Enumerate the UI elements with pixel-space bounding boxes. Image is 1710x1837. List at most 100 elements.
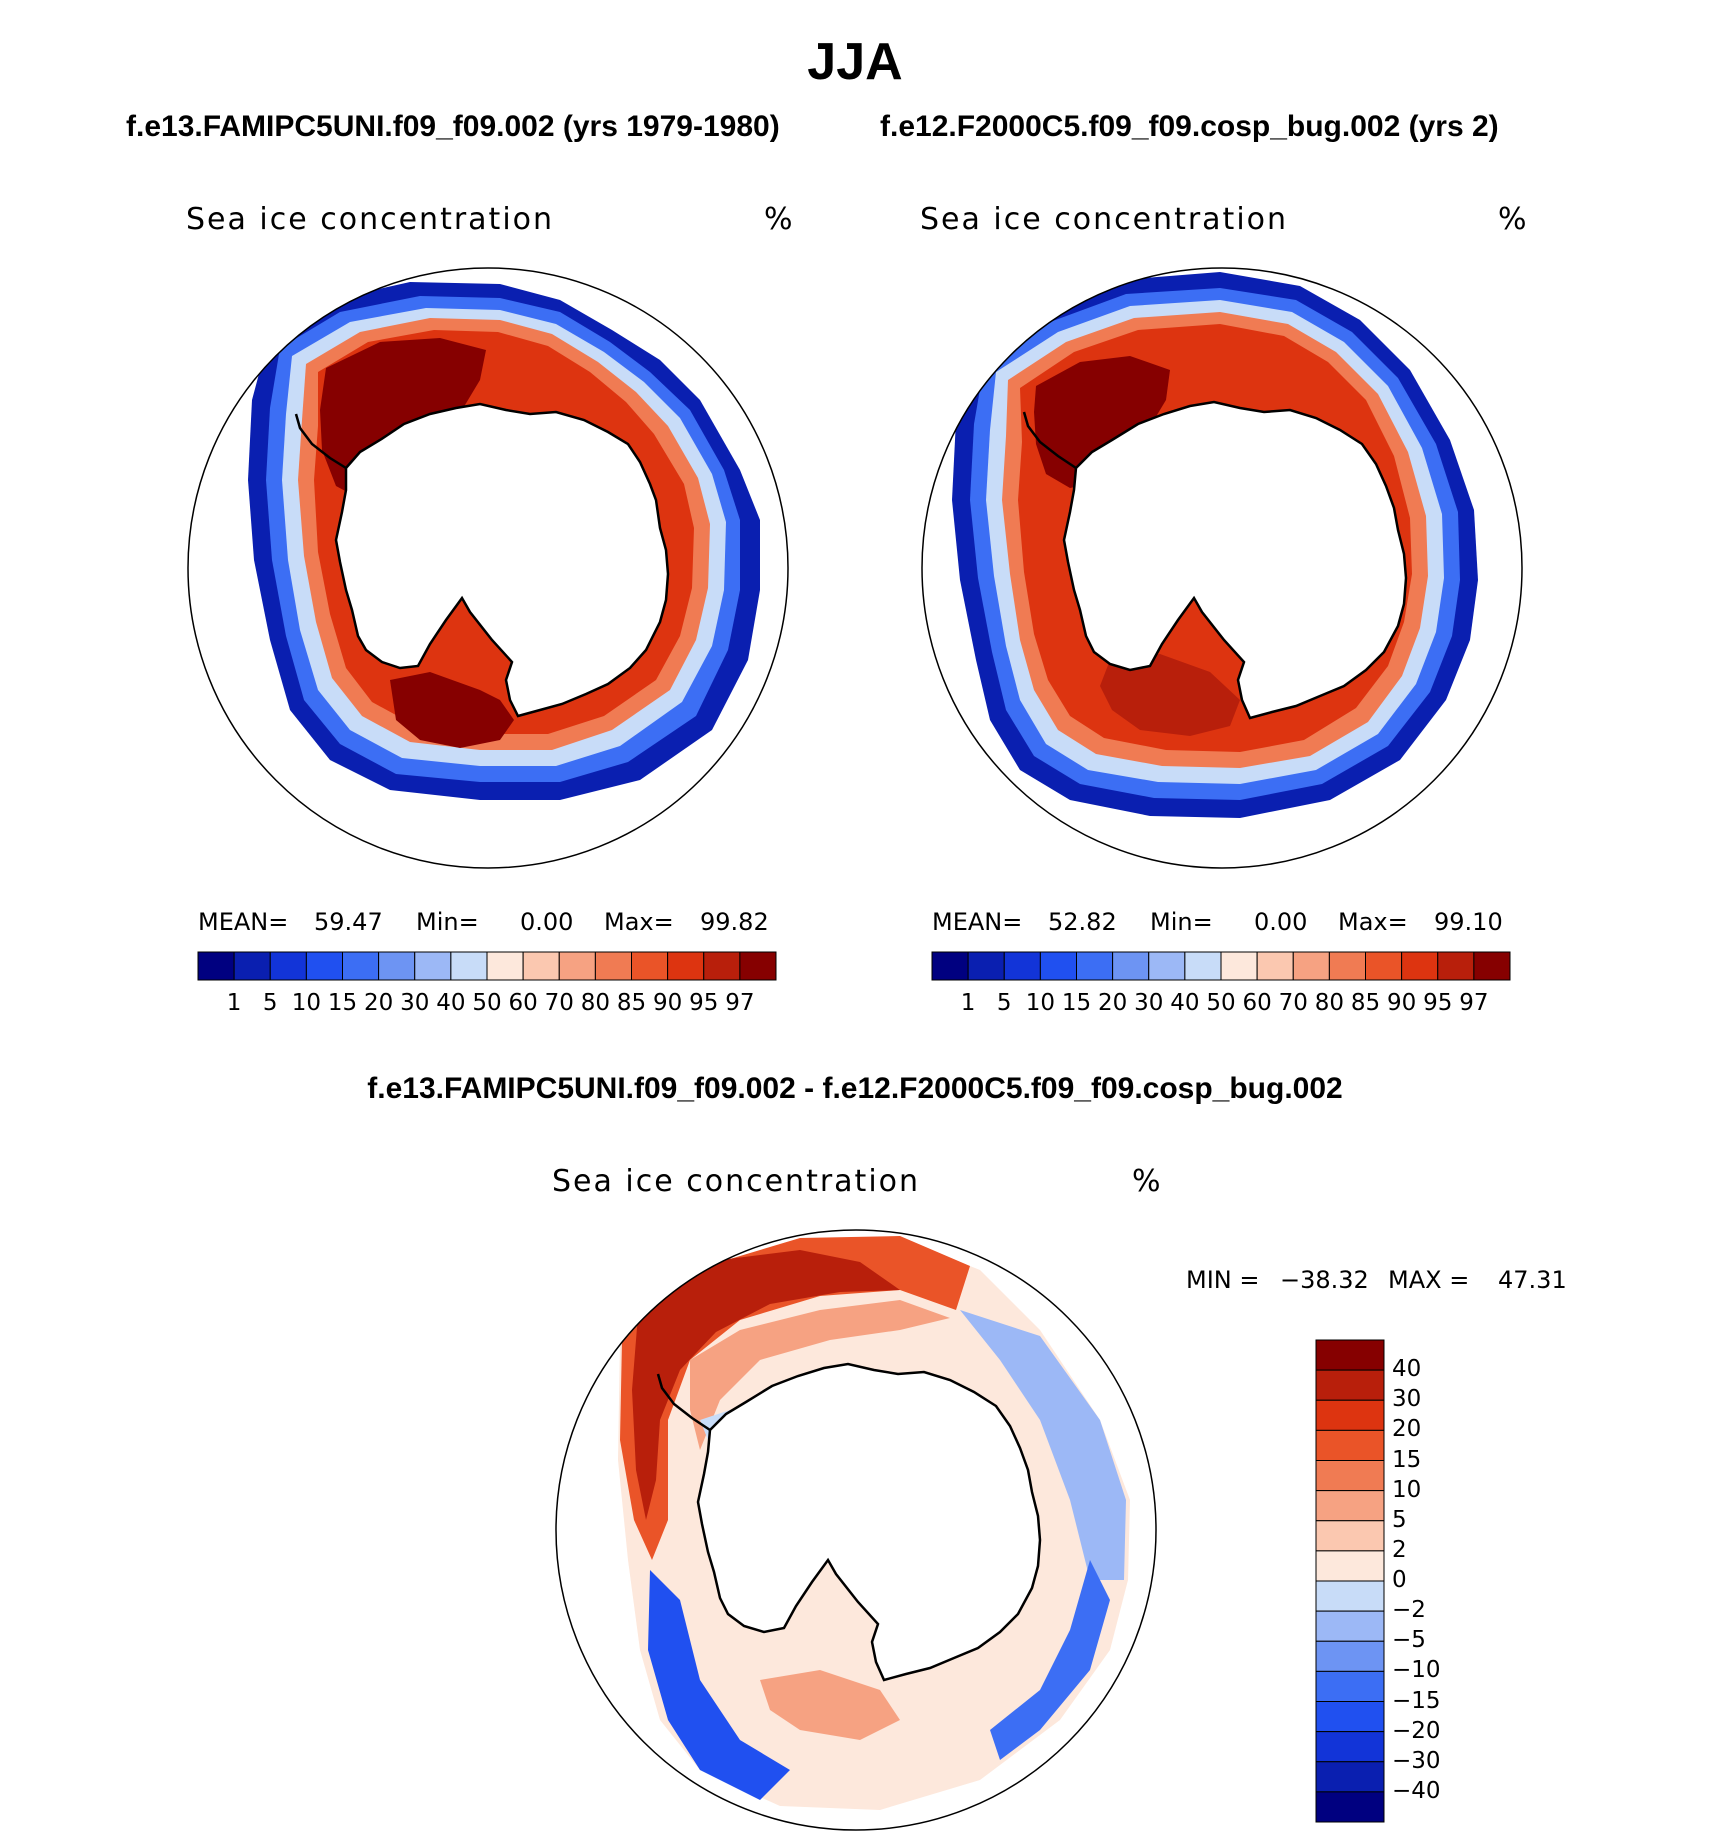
right-colorbar-tick-label: 85 bbox=[1350, 990, 1381, 1016]
diff-colorbar-swatch bbox=[1315, 1550, 1385, 1582]
left-colorbar-swatch bbox=[703, 951, 741, 981]
left-mean-label: MEAN= bbox=[198, 908, 289, 936]
right-colorbar-swatch bbox=[1112, 951, 1150, 981]
right-case-title: f.e12.F2000C5.f09_f09.cosp_bug.002 (yrs … bbox=[880, 110, 1499, 143]
right-colorbar-swatch bbox=[931, 951, 969, 981]
right-min-value: 0.00 bbox=[1254, 908, 1308, 936]
right-colorbar-swatch bbox=[1473, 951, 1511, 981]
left-ice-core-ross bbox=[390, 672, 514, 748]
right-colorbar-swatch bbox=[1365, 951, 1403, 981]
left-colorbar-tick-label: 50 bbox=[472, 990, 502, 1016]
left-colorbar-tick-label: 70 bbox=[544, 990, 574, 1016]
diff-colorbar-swatch bbox=[1315, 1580, 1385, 1612]
left-colorbar-swatch bbox=[342, 951, 380, 981]
left-colorbar-tick-label: 20 bbox=[363, 990, 394, 1016]
difference-title: f.e13.FAMIPC5UNI.f09_f09.002 - f.e12.F20… bbox=[367, 1072, 1343, 1105]
diff-colorbar-swatch bbox=[1315, 1399, 1385, 1431]
diff-colorbar-swatch bbox=[1315, 1731, 1385, 1763]
left-max-label: Max= bbox=[604, 908, 674, 936]
diff-colorbar-swatch bbox=[1315, 1369, 1385, 1401]
diff-colorbar-swatch bbox=[1315, 1460, 1385, 1492]
right-colorbar-swatch bbox=[1003, 951, 1041, 981]
left-polar-map bbox=[188, 268, 788, 868]
left-colorbar-swatch bbox=[631, 951, 669, 981]
right-colorbar-tick-label: 80 bbox=[1314, 990, 1345, 1016]
diff-colorbar-tick-label: 0 bbox=[1392, 1567, 1407, 1593]
diff-colorbar-swatch bbox=[1315, 1610, 1385, 1642]
right-colorbar-tick-label: 1 bbox=[960, 990, 976, 1016]
diff-max-label: MAX = bbox=[1388, 1266, 1470, 1294]
right-variable-label: Sea ice concentration bbox=[920, 202, 1289, 237]
left-colorbar-swatch bbox=[594, 951, 632, 981]
right-colorbar-swatch bbox=[1328, 951, 1366, 981]
diff-blue-east bbox=[960, 1310, 1126, 1580]
left-colorbar-tick-label: 15 bbox=[327, 990, 358, 1016]
right-colorbar-swatch bbox=[1076, 951, 1114, 981]
diff-colorbar-swatch bbox=[1315, 1701, 1385, 1733]
right-colorbar-tick-label: 5 bbox=[996, 990, 1012, 1016]
diff-colorbar-tick-label: 30 bbox=[1392, 1386, 1422, 1413]
left-colorbar-swatch bbox=[522, 951, 560, 981]
diff-min-label: MIN = bbox=[1186, 1266, 1260, 1294]
left-colorbar-swatch bbox=[233, 951, 271, 981]
right-mean-label: MEAN= bbox=[932, 908, 1023, 936]
left-colorbar-swatch bbox=[305, 951, 343, 981]
right-colorbar-swatch bbox=[1401, 951, 1439, 981]
left-antarctica bbox=[334, 402, 670, 718]
right-colorbar bbox=[931, 951, 1511, 981]
left-min-value: 0.00 bbox=[520, 908, 574, 936]
right-ice-core-ross bbox=[1100, 654, 1240, 736]
diff-map-border bbox=[555, 1229, 1157, 1831]
diff-red-core bbox=[632, 1250, 900, 1520]
left-colorbar-swatch bbox=[197, 951, 235, 981]
diff-colorbar-tick-label: 10 bbox=[1392, 1476, 1422, 1503]
diff-antarctica bbox=[696, 1362, 1042, 1682]
left-units-label: % bbox=[764, 202, 795, 237]
diff-colorbar-tick-label: −20 bbox=[1392, 1717, 1441, 1744]
right-colorbar-tick-label: 97 bbox=[1459, 990, 1489, 1016]
diff-red-ross bbox=[760, 1670, 900, 1740]
right-colorbar-tick-label: 20 bbox=[1097, 990, 1128, 1016]
left-peninsula bbox=[294, 413, 347, 470]
left-colorbar-tick-label: 10 bbox=[291, 990, 322, 1016]
diff-units-label: % bbox=[1132, 1164, 1163, 1199]
diff-colorbar-tick-label: 20 bbox=[1392, 1416, 1422, 1443]
right-ice-core-weddell bbox=[1034, 356, 1170, 488]
left-colorbar-tick-label: 1 bbox=[226, 990, 242, 1016]
diff-red-light bbox=[690, 1300, 950, 1450]
left-colorbar-tick-label: 60 bbox=[508, 990, 538, 1016]
diff-colorbar-swatch bbox=[1315, 1339, 1385, 1371]
left-colorbar-tick-label: 95 bbox=[689, 990, 719, 1016]
right-colorbar-swatch bbox=[1220, 951, 1258, 981]
figure-title: JJA bbox=[807, 33, 903, 91]
diff-colorbar-swatch bbox=[1315, 1761, 1385, 1793]
diff-colorbar-tick-label: −5 bbox=[1392, 1627, 1426, 1654]
right-colorbar-swatch bbox=[1292, 951, 1330, 981]
right-max-label: Max= bbox=[1338, 908, 1408, 936]
diff-colorbar-swatch bbox=[1315, 1490, 1385, 1522]
left-colorbar-tick-label: 85 bbox=[616, 990, 647, 1016]
diff-colorbar-tick-label: −15 bbox=[1392, 1687, 1441, 1714]
left-colorbar-swatch bbox=[450, 951, 488, 981]
diff-colorbar bbox=[1315, 1339, 1385, 1823]
left-variable-label: Sea ice concentration bbox=[186, 202, 555, 237]
diff-colorbar-swatch bbox=[1315, 1791, 1385, 1823]
right-colorbar-swatch bbox=[1184, 951, 1222, 981]
left-colorbar-tick-label: 90 bbox=[652, 990, 683, 1016]
left-colorbar-tick-label: 80 bbox=[580, 990, 611, 1016]
diff-colorbar-tick-label: −10 bbox=[1392, 1657, 1441, 1684]
diff-blue-strong bbox=[648, 1570, 790, 1800]
left-colorbar-tick-label: 5 bbox=[262, 990, 278, 1016]
left-colorbar-swatch bbox=[378, 951, 416, 981]
diff-colorbar-tick-label: 40 bbox=[1392, 1356, 1422, 1383]
right-colorbar-tick-label: 15 bbox=[1061, 990, 1092, 1016]
diff-colorbar-tick-label: −40 bbox=[1392, 1777, 1441, 1804]
left-colorbar-tick-label: 97 bbox=[725, 990, 755, 1016]
diff-variable-label: Sea ice concentration bbox=[552, 1164, 921, 1199]
right-colorbar-tick-label: 10 bbox=[1025, 990, 1056, 1016]
right-colorbar-tick-label: 60 bbox=[1242, 990, 1272, 1016]
left-colorbar-swatch bbox=[269, 951, 307, 981]
right-max-value: 99.10 bbox=[1434, 908, 1503, 936]
right-antarctica bbox=[1062, 400, 1408, 720]
